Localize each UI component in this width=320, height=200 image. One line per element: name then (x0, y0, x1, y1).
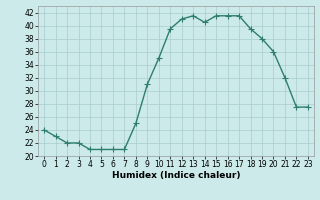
X-axis label: Humidex (Indice chaleur): Humidex (Indice chaleur) (112, 171, 240, 180)
